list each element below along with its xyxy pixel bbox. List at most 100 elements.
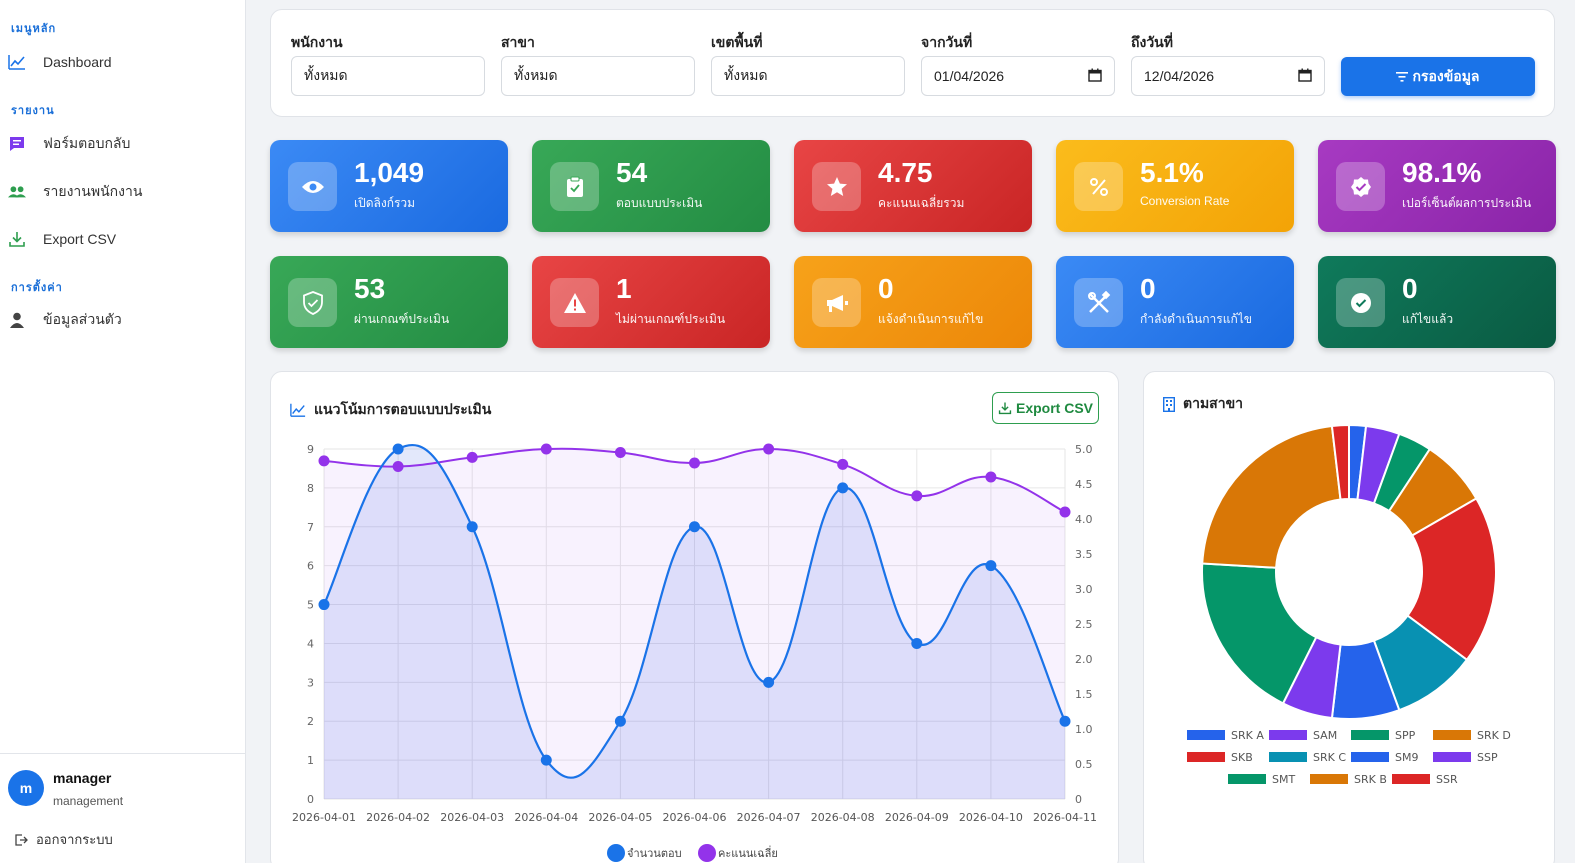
from-date-value: 01/04/2026 xyxy=(934,68,1005,84)
area-filter: เขตพื้นที่ ทั้งหมด xyxy=(711,32,905,96)
legend-label: SMT xyxy=(1272,773,1295,786)
data-point-responses xyxy=(318,599,330,611)
branch-chart-card: ตามสาขา SRK A SAM SPP SRK D SKB SRK C SM9 SSP SM… xyxy=(1143,371,1555,863)
branch-select[interactable]: ทั้งหมด xyxy=(501,56,695,96)
data-point-score xyxy=(540,443,552,455)
donut-slice-smt xyxy=(1201,562,1318,705)
stat-responses: 54 ตอบแบบประเมิน xyxy=(532,140,770,232)
stat-value: 0 xyxy=(878,273,894,304)
legend-swatch xyxy=(1392,774,1430,784)
branch-chart-title: ตามสาขา xyxy=(1163,393,1243,415)
data-point-responses xyxy=(837,482,849,494)
legend-swatch xyxy=(1351,730,1389,740)
download-icon xyxy=(998,401,1012,415)
legend-label: SSR xyxy=(1436,773,1458,786)
logout-icon xyxy=(14,833,28,847)
y-tick-label: 0 xyxy=(307,793,314,806)
stat-fix-in-progress: 0 กำลังดำเนินการแก้ไข xyxy=(1056,256,1294,348)
from-date-input[interactable]: 01/04/2026 xyxy=(921,56,1115,96)
branch-filter-label: สาขา xyxy=(501,34,535,50)
avatar: m xyxy=(8,770,44,806)
legend-label: คะแนนเฉลี่ย xyxy=(718,845,778,860)
trend-chart: 0 1 2 3 4 5 6 7 8 9 2026-04-01 2026-04-02 2026-04-03… xyxy=(292,443,1097,862)
y2-tick-label: 5.0 xyxy=(1075,443,1093,456)
x-tick-label: 2026-04-07 xyxy=(737,811,801,824)
filter-icon xyxy=(1396,71,1409,82)
employee-filter-label: พนักงาน xyxy=(291,34,343,50)
data-point-score xyxy=(985,471,997,483)
star-icon xyxy=(812,162,861,211)
y-tick-label: 6 xyxy=(307,560,314,573)
logout-label: ออกจากระบบ xyxy=(36,832,113,847)
series-line-responses xyxy=(323,443,1066,779)
branch-select-value: ทั้งหมด xyxy=(514,67,558,83)
legend-swatch xyxy=(1433,730,1471,740)
y2-tick-label: 4.0 xyxy=(1075,513,1093,526)
stat-label: Conversion Rate xyxy=(1140,194,1230,208)
logout-link[interactable]: ออกจากระบบ xyxy=(14,829,113,850)
export-csv-label: Export CSV xyxy=(1015,400,1093,416)
x-tick-label: 2026-04-01 xyxy=(292,811,356,824)
y-tick-label: 4 xyxy=(307,637,314,650)
stat-value: 53 xyxy=(354,273,386,304)
stat-link-opens: 1,049 เปิดลิงก์รวม xyxy=(270,140,508,232)
x-tick-label: 2026-04-09 xyxy=(885,811,949,824)
x-tick-label: 2026-04-11 xyxy=(1033,811,1097,824)
y2-tick-label: 3.5 xyxy=(1075,548,1093,561)
data-point-responses xyxy=(763,676,775,688)
calendar-icon[interactable] xyxy=(1088,68,1102,85)
x-tick-label: 2026-04-04 xyxy=(514,811,578,824)
filter-button[interactable]: กรองข้อมูล xyxy=(1341,57,1535,96)
stat-label: เปิดลิงก์รวม xyxy=(354,196,416,210)
data-point-responses xyxy=(911,637,923,649)
trend-chart-title-text: แนวโน้มการตอบแบบประเมิน xyxy=(314,401,492,417)
data-point-score xyxy=(392,461,404,472)
sidebar-item-employee-report[interactable]: รายงานพนักงาน xyxy=(0,174,245,210)
stat-evaluation-percent: 98.1% เปอร์เซ็นต์ผลการประเมิน xyxy=(1318,140,1556,232)
sidebar-item-label: Export CSV xyxy=(43,231,117,247)
clipboard-icon xyxy=(550,162,599,211)
y-tick-label: 5 xyxy=(307,599,314,612)
calendar-icon[interactable] xyxy=(1298,68,1312,85)
data-point-responses xyxy=(466,521,478,533)
stat-average-score: 4.75 คะแนนเฉลี่ยรวม xyxy=(794,140,1032,232)
legend-swatch xyxy=(1269,752,1307,762)
user-role: management xyxy=(53,794,124,808)
stat-fix-reported: 0 แจ้งดำเนินการแก้ไข xyxy=(794,256,1032,348)
filter-card: พนักงาน ทั้งหมด สาขา ทั้งหมด เขตพื้นที่ … xyxy=(270,9,1555,117)
stat-value: 1 xyxy=(616,273,632,304)
stat-value: 54 xyxy=(616,157,648,188)
to-date-input[interactable]: 12/04/2026 xyxy=(1131,56,1325,96)
trend-chart-card: แนวโน้มการตอบแบบประเมิน Export CSV 0 1 2 3 4… xyxy=(270,371,1119,863)
sidebar-item-profile[interactable]: ข้อมูลส่วนตัว xyxy=(0,302,245,338)
stat-label: ผ่านเกณฑ์ประเมิน xyxy=(354,312,450,326)
legend-swatch xyxy=(1228,774,1266,784)
tools-icon xyxy=(1074,278,1123,327)
sidebar-item-feedback-form[interactable]: ฟอร์มตอบกลับ xyxy=(0,126,245,162)
check-circle-icon xyxy=(1336,278,1385,327)
branch-filter: สาขา ทั้งหมด xyxy=(501,32,695,96)
y2-tick-label: 0 xyxy=(1075,793,1082,806)
percent-icon xyxy=(1074,162,1123,211)
section-title-main: เมนูหลัก xyxy=(11,23,57,35)
branch-chart-title-text: ตามสาขา xyxy=(1183,395,1244,411)
y2-tick-label: 3.0 xyxy=(1075,583,1093,596)
trend-icon xyxy=(290,402,306,418)
sidebar-item-dashboard[interactable]: Dashboard xyxy=(0,44,245,80)
y-tick-label: 8 xyxy=(307,482,314,495)
y2-tick-label: 2.5 xyxy=(1075,618,1093,631)
branch-donut-chart: SRK A SAM SPP SRK D SKB SRK C SM9 SSP SMT SRK B SS… xyxy=(1187,423,1511,786)
employee-filter: พนักงาน ทั้งหมด xyxy=(291,32,485,96)
stat-label: ไม่ผ่านเกณฑ์ประเมิน xyxy=(616,312,726,326)
legend-label: SAM xyxy=(1313,729,1337,742)
user-name: manager xyxy=(53,770,112,786)
area-select[interactable]: ทั้งหมด xyxy=(711,56,905,96)
sidebar-item-export-csv[interactable]: Export CSV xyxy=(0,221,245,257)
section-title-settings: การตั้งค่า xyxy=(11,282,63,294)
legend-swatch xyxy=(1433,752,1471,762)
legend-label: SSP xyxy=(1477,751,1498,764)
employee-select[interactable]: ทั้งหมด xyxy=(291,56,485,96)
export-csv-button[interactable]: Export CSV xyxy=(992,392,1099,424)
filter-button-label: กรองข้อมูล xyxy=(1412,67,1480,84)
data-point-responses xyxy=(392,443,404,455)
